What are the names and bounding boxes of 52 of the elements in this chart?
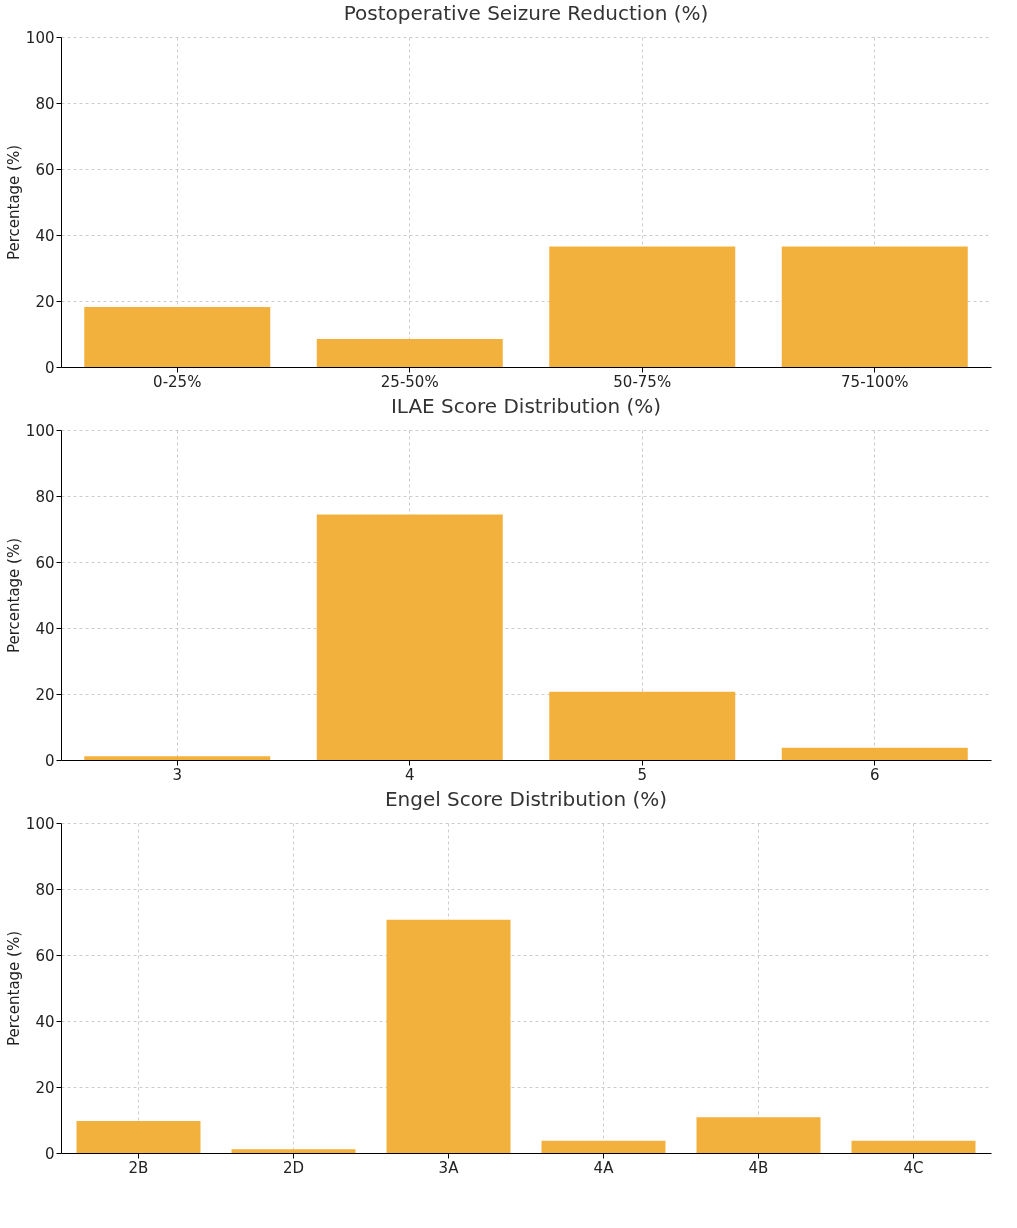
y-tick-label: 60	[35, 160, 55, 179]
bar	[76, 1120, 201, 1153]
y-tick-label: 100	[25, 814, 55, 833]
bar	[781, 246, 968, 367]
y-tick-label: 60	[35, 946, 55, 965]
y-tick-label: 0	[44, 358, 55, 377]
x-tick-label: 4C	[903, 1158, 924, 1177]
chart-title: Postoperative Seizure Reduction (%)	[343, 1, 709, 25]
x-tick-label: 5	[637, 765, 648, 784]
chart-title: ILAE Score Distribution (%)	[390, 394, 662, 418]
y-tick-label: 80	[35, 487, 55, 506]
y-tick-label: 0	[44, 1144, 55, 1163]
x-tick-label: 25-50%	[380, 372, 439, 391]
y-axis-title: Percentage (%)	[4, 144, 23, 261]
bar	[696, 1117, 821, 1153]
x-tick-label: 3	[172, 765, 183, 784]
y-tick-label: 60	[35, 553, 55, 572]
x-tick-label: 6	[869, 765, 880, 784]
x-tick-label: 75-100%	[841, 372, 909, 391]
x-tick-label: 2B	[128, 1158, 149, 1177]
y-tick-label: 40	[35, 1012, 55, 1031]
bar	[851, 1140, 976, 1153]
y-axis-title: Percentage (%)	[4, 537, 23, 654]
bar	[549, 246, 736, 367]
x-tick-label: 3A	[438, 1158, 460, 1177]
x-tick-label: 0-25%	[153, 372, 202, 391]
bar	[316, 338, 503, 367]
bar	[781, 747, 968, 760]
chart-title: Engel Score Distribution (%)	[384, 787, 668, 811]
y-axis-title: Percentage (%)	[4, 930, 23, 1047]
x-tick-label: 2D	[282, 1158, 305, 1177]
bar	[541, 1140, 666, 1153]
y-tick-label: 40	[35, 619, 55, 638]
bar	[386, 919, 511, 1153]
bar	[231, 1149, 356, 1153]
bar	[549, 691, 736, 760]
bar	[84, 306, 271, 367]
y-tick-label: 80	[35, 880, 55, 899]
y-tick-label: 20	[35, 292, 55, 311]
y-tick-label: 80	[35, 94, 55, 113]
bar	[316, 514, 503, 760]
y-tick-label: 20	[35, 685, 55, 704]
x-tick-label: 4A	[593, 1158, 615, 1177]
y-tick-label: 100	[25, 421, 55, 440]
y-tick-label: 0	[44, 751, 55, 770]
x-tick-label: 4	[404, 765, 415, 784]
bar	[84, 756, 271, 760]
x-tick-label: 4B	[748, 1158, 769, 1177]
y-tick-label: 20	[35, 1078, 55, 1097]
y-tick-label: 40	[35, 226, 55, 245]
x-tick-label: 50-75%	[613, 372, 672, 391]
y-tick-label: 100	[25, 28, 55, 47]
